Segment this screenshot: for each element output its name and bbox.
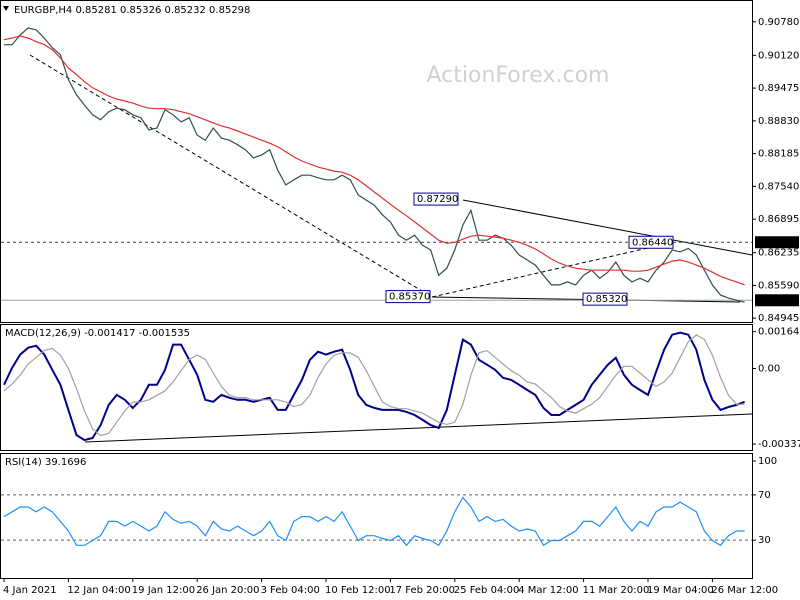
y-tick-label: 0.90780 bbox=[758, 17, 799, 28]
x-tick-label: 10 Feb 12:00 bbox=[325, 585, 391, 596]
y-tick-label: 0.88830 bbox=[758, 116, 799, 127]
y-tick-label: 0.88185 bbox=[758, 149, 799, 160]
x-tick-label: 4 Mar 12:00 bbox=[518, 585, 578, 596]
x-tick-label: 19 Jan 12:00 bbox=[132, 585, 195, 596]
x-tick-label: 11 Mar 20:00 bbox=[583, 585, 650, 596]
y-tick-label: 30 bbox=[758, 535, 771, 546]
annotation-label: 0.85320 bbox=[586, 294, 627, 305]
menu-triangle bbox=[3, 6, 9, 11]
x-tick-label: 4 Jan 2021 bbox=[3, 585, 57, 596]
series-line bbox=[3, 334, 745, 437]
x-tick-label: 19 Mar 04:00 bbox=[647, 585, 714, 596]
chart-title: EURGBP,H4 0.85281 0.85326 0.85232 0.8529… bbox=[14, 5, 250, 16]
price-level-box bbox=[755, 236, 799, 249]
macd-frame bbox=[0, 324, 753, 451]
y-tick-label: 0.90120 bbox=[758, 50, 799, 61]
price-level-label: 0.85298 bbox=[758, 295, 799, 306]
trendline bbox=[84, 413, 753, 443]
price-level-label: 0.86440 bbox=[758, 237, 799, 248]
y-tick-label: 0.00 bbox=[758, 363, 780, 374]
y-tick-label: 0.87540 bbox=[758, 181, 799, 192]
y-tick-label: 0.86895 bbox=[758, 214, 799, 225]
y-tick-label: 70 bbox=[758, 490, 771, 501]
annotation-label: 0.87290 bbox=[417, 194, 458, 205]
rsi-title: RSI(14) 39.1696 bbox=[5, 457, 86, 468]
annotation-label: 0.85370 bbox=[389, 292, 430, 303]
y-tick-label: -0.003379 bbox=[758, 439, 800, 450]
series-line bbox=[4, 27, 745, 303]
rsi-frame bbox=[0, 453, 753, 579]
trendline bbox=[431, 242, 671, 298]
trendlines bbox=[29, 54, 753, 443]
x-tick-label: 25 Feb 04:00 bbox=[454, 585, 520, 596]
series-line bbox=[3, 35, 745, 286]
series-line bbox=[3, 496, 745, 547]
y-tick-label: 100 bbox=[758, 456, 777, 467]
trendline bbox=[29, 54, 433, 298]
annotation-box bbox=[385, 290, 431, 304]
x-tick-label: 26 Jan 20:00 bbox=[196, 585, 259, 596]
price-level-box bbox=[755, 294, 799, 307]
annotation-box bbox=[582, 292, 628, 306]
y-tick-label: 0.89475 bbox=[758, 83, 799, 94]
x-tick-label: 12 Jan 04:00 bbox=[67, 585, 130, 596]
x-tick-label: 3 Feb 04:00 bbox=[261, 585, 320, 596]
annotation-box bbox=[413, 192, 459, 206]
macd-title: MACD(12,26,9) -0.001417 -0.001535 bbox=[5, 328, 190, 339]
watermark: ActionForex.com bbox=[427, 63, 610, 88]
annotation-box bbox=[628, 235, 674, 249]
y-tick-label: 0.001648 bbox=[758, 327, 800, 338]
y-tick-label: 0.86235 bbox=[758, 248, 799, 259]
y-tick-label: 0.85590 bbox=[758, 280, 799, 291]
annotation-label: 0.86440 bbox=[632, 237, 673, 248]
y-tick-label: 0.84945 bbox=[758, 313, 799, 324]
trendline bbox=[462, 199, 753, 256]
x-tick-label: 26 Mar 12:00 bbox=[711, 585, 778, 596]
main-frame bbox=[0, 0, 753, 323]
x-tick-label: 17 Feb 20:00 bbox=[389, 585, 455, 596]
